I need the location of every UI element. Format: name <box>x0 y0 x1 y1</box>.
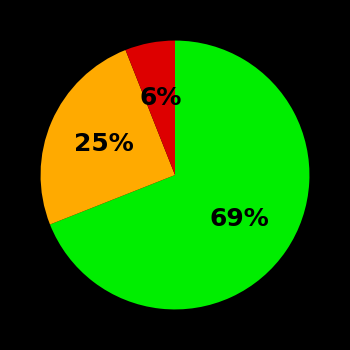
Wedge shape <box>41 50 175 224</box>
Text: 69%: 69% <box>210 207 270 231</box>
Text: 25%: 25% <box>74 132 133 156</box>
Text: 6%: 6% <box>139 86 182 110</box>
Wedge shape <box>126 41 175 175</box>
Wedge shape <box>50 41 309 309</box>
